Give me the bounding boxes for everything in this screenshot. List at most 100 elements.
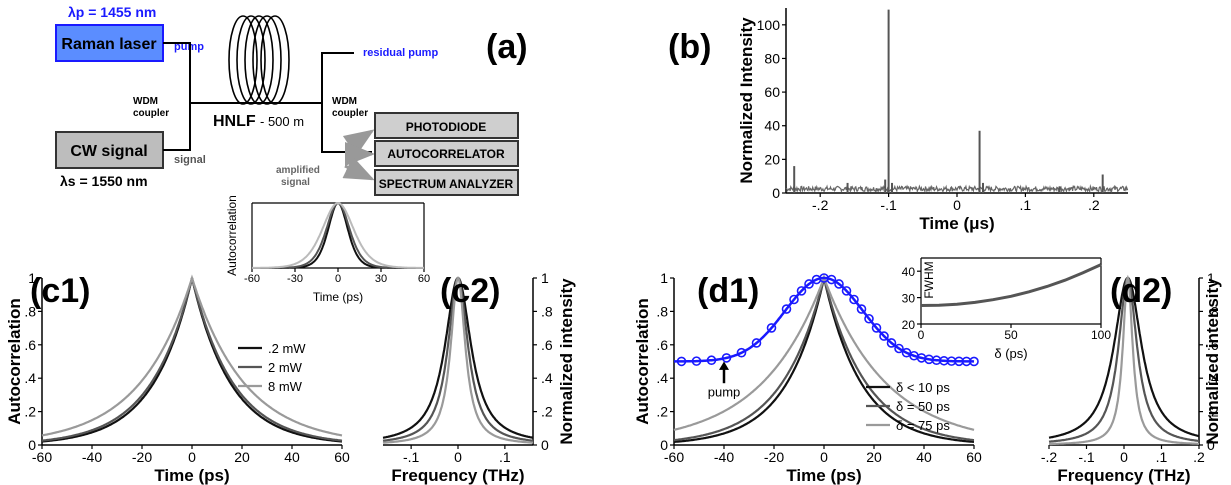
pump-trace-marker: [721, 353, 732, 363]
pump-trace-marker: [691, 356, 702, 366]
y-tick-label: .8: [1207, 303, 1219, 319]
panel-b: (b) -.2 -.1 0 .1 .2 0 20 40 60 80 100 Time (μs) Norm…: [668, 8, 1129, 233]
y-tick-label: 40: [764, 118, 780, 134]
y-tick-label: .8: [656, 303, 668, 319]
y-tick-label: 60: [764, 84, 780, 100]
legend-label: δ < 10 ps: [896, 380, 950, 395]
y-tick-label: .4: [1207, 370, 1219, 386]
chart-b-plot: -.2 -.1 0 .1 .2 0 20 40 60 80 100 Time (μs) Normaliz…: [737, 8, 1129, 233]
series-curve: [41, 274, 343, 437]
y-tick-label: 20: [764, 151, 780, 167]
y-tick-label: .8: [541, 303, 553, 319]
series-curve: [382, 276, 534, 444]
pump-trace-marker: [706, 355, 717, 366]
panel-b-label: (b): [668, 28, 711, 66]
x-tick-label: 0: [188, 449, 196, 465]
series-curve: [252, 201, 424, 269]
x-tick-label: 30: [375, 273, 387, 285]
panel-a-label: (a): [486, 28, 528, 66]
hnlf-label: HNLF: [213, 113, 256, 130]
pump-trace-marker: [736, 347, 747, 358]
x-tick-label: 100: [1091, 328, 1111, 342]
y-tick-label: 0: [660, 437, 668, 453]
inset-fwhm-label: FWHM: [922, 261, 936, 298]
x-tick-label: .1: [1020, 197, 1032, 213]
panel-c2-label: (c2): [440, 272, 500, 310]
arrow-to-spectrum-analyzer: [342, 156, 375, 181]
x-axis-label: Time (ps): [786, 466, 861, 485]
y-tick-label: .8: [24, 303, 36, 319]
x-axis-label: Time (μs): [919, 214, 994, 233]
y-axis-label: Normalized intensity: [1203, 278, 1222, 445]
x-axis-label: Time (ps): [313, 290, 363, 304]
signal-label: signal: [174, 154, 206, 166]
series-curve: [252, 201, 424, 269]
x-tick-label: -20: [132, 449, 152, 465]
x-tick-label: -40: [714, 449, 734, 465]
y-tick-label: .6: [1207, 337, 1219, 353]
x-tick-label: 40: [916, 449, 932, 465]
y-tick-label: 80: [764, 50, 780, 66]
amplified-signal-line1: amplified: [276, 165, 320, 176]
pump-trace-marker: [751, 338, 762, 348]
residual-pump-label: residual pump: [363, 47, 438, 59]
cw-signal-box: [55, 131, 164, 169]
x-tick-label: -.1: [1078, 449, 1095, 465]
y-axis-label: Autocorrelation: [225, 195, 239, 276]
raman-laser-label: Raman laser: [61, 36, 156, 53]
spectrum-analyzer-box: [374, 169, 519, 196]
legend-label: δ = 75 ps: [896, 418, 950, 433]
fwhm-curve: [920, 263, 1102, 307]
lambda-p-label: λp = 1455 nm: [68, 4, 156, 20]
pump-trace-marker: [804, 279, 814, 289]
legend-label: .2 mW: [268, 341, 306, 356]
y-tick-label: .6: [24, 337, 36, 353]
x-tick-label: 60: [966, 449, 982, 465]
spectrum-analyzer-label: SPECTRUM ANALYZER: [379, 177, 514, 191]
y-tick-label: 1: [1207, 270, 1215, 286]
pump-trace-marker: [796, 286, 807, 296]
pump-trace-marker: [834, 279, 844, 289]
y-tick-label: 20: [902, 318, 916, 332]
x-tick-label: -30: [287, 273, 303, 285]
x-tick-label: 0: [918, 328, 925, 342]
panel-d2-label: (d2): [1110, 272, 1172, 310]
x-tick-label: -60: [244, 273, 260, 285]
pump-trace-marker: [864, 313, 874, 324]
x-tick-label: 0: [820, 449, 828, 465]
pump-trace-marker: [781, 304, 792, 314]
pump-trace-marker: [894, 343, 904, 354]
y-axis-label: Autocorrelation: [5, 298, 24, 425]
pump-trace-marker: [871, 323, 882, 333]
legend-label: 8 mW: [268, 379, 303, 394]
wdm-coupler-1-line1: WDM: [133, 96, 158, 107]
y-tick-label: .2: [24, 404, 36, 420]
autocorrelator-box: [374, 140, 519, 167]
x-tick-label: 0: [454, 449, 462, 465]
y-tick-label: 40: [902, 265, 916, 279]
chart-c1-plot: -60 -40 -20 0 20 40 60 0 .2 .4 .6 .8 1 Time (ps) Autoc…: [5, 270, 350, 485]
x-tick-label: -60: [32, 449, 52, 465]
x-tick-label: 60: [334, 449, 350, 465]
pump-trace-marker: [856, 304, 867, 314]
x-axis-label: Frequency (THz): [391, 466, 524, 485]
x-tick-label: -.1: [403, 449, 420, 465]
y-tick-label: .2: [656, 404, 668, 420]
y-tick-label: .2: [541, 404, 553, 420]
panel-c1-label: (c1): [30, 272, 90, 310]
panel-a-setup-diagram: (a) λp = 1455 nm Raman laser pump CW sig…: [55, 4, 528, 196]
y-tick-label: 0: [28, 437, 36, 453]
y-tick-label: .6: [656, 337, 668, 353]
y-axis-label: Normalized intensity: [557, 278, 576, 445]
cw-signal-label: CW signal: [70, 143, 147, 160]
raman-laser-box: [55, 24, 164, 62]
wdm-coupler-2-line1: WDM: [332, 96, 357, 107]
y-axis-label: Autocorrelation: [633, 298, 652, 425]
x-axis-label: Time (ps): [154, 466, 229, 485]
panel-c: -60 -40 -20 0 20 40 60 0 .2 .4 .6 .8 1 Time (ps) Autoc…: [5, 195, 576, 485]
pump-trace-marker: [886, 338, 897, 348]
photodiode-label: PHOTODIODE: [406, 120, 486, 134]
